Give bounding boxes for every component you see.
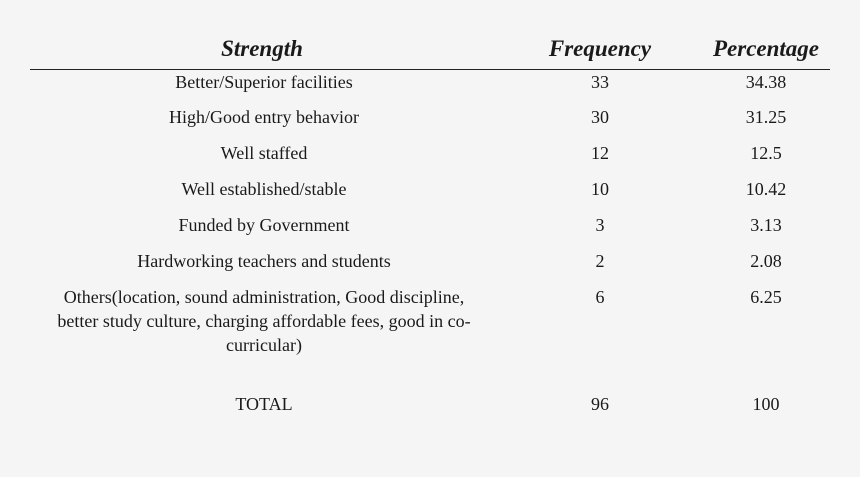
cell-frequency: 6 [595, 287, 605, 307]
cell-strength: High/Good entry behavior [169, 107, 359, 127]
cell-frequency: 2 [595, 251, 605, 271]
cell-frequency: 12 [591, 143, 609, 163]
cell-strength-line: Others(location, sound administration, G… [63, 287, 465, 307]
cell-percentage: 3.13 [750, 215, 782, 235]
cell-strength-line: curricular) [226, 335, 302, 355]
cell-strength: Others(location, sound administration, G… [20, 285, 508, 357]
cell-percentage: 6.25 [750, 287, 782, 307]
cell-strength: Better/Superior facilities [175, 72, 353, 92]
cell-strength: Well staffed [220, 143, 308, 163]
cell-percentage: 34.38 [745, 72, 787, 92]
cell-frequency: 30 [591, 107, 609, 127]
cell-frequency: 33 [591, 72, 609, 92]
total-frequency: 96 [591, 394, 609, 414]
cell-percentage: 10.42 [745, 179, 787, 199]
cell-percentage: 12.5 [750, 143, 782, 163]
cell-percentage: 31.25 [745, 107, 787, 127]
cell-strength: Well established/stable [181, 179, 347, 199]
header-percentage: Percentage [712, 36, 819, 61]
cell-percentage: 2.08 [750, 251, 782, 271]
header-strength: Strength [221, 36, 303, 61]
cell-frequency: 10 [591, 179, 609, 199]
cell-frequency: 3 [595, 215, 605, 235]
header-frequency: Frequency [548, 36, 652, 61]
header-rule [30, 69, 830, 70]
cell-strength-line: better study culture, charging affordabl… [57, 311, 471, 331]
cell-strength: Hardworking teachers and students [137, 251, 391, 271]
total-percentage: 100 [752, 394, 780, 414]
total-label: TOTAL [235, 394, 293, 414]
cell-strength: Funded by Government [178, 215, 350, 235]
